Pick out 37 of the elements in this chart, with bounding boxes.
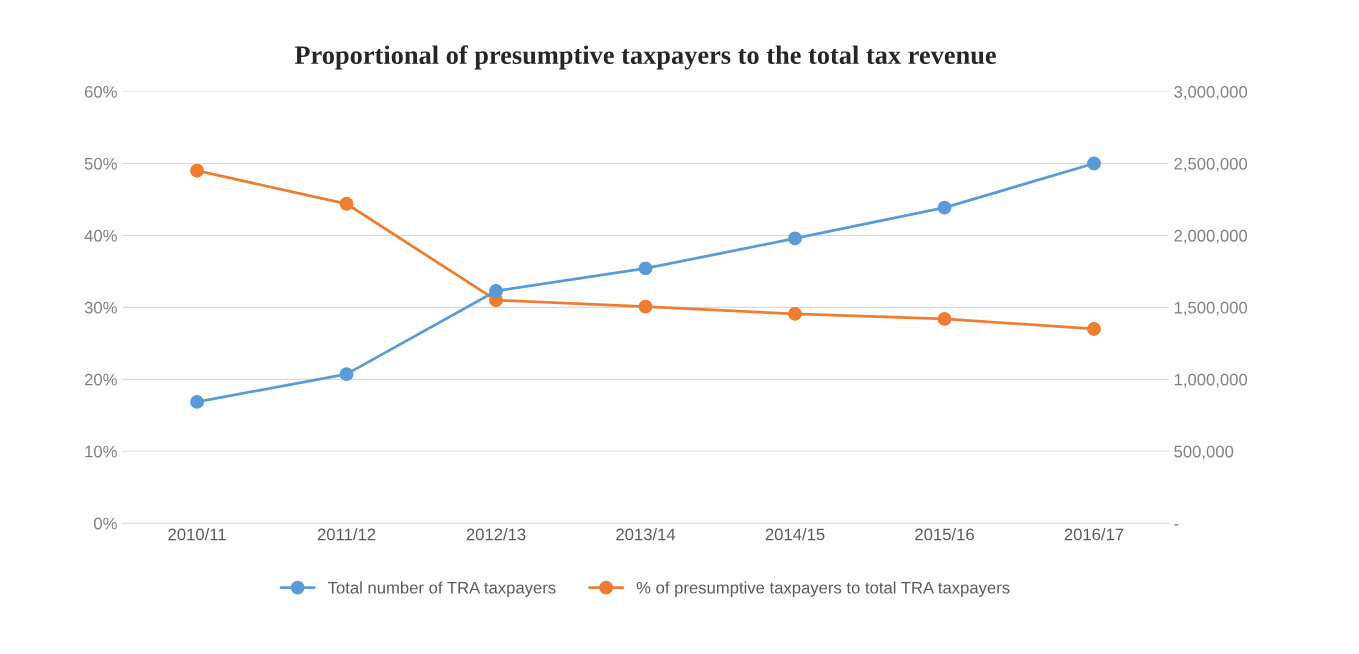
y-tick-label: 30% [84, 301, 117, 314]
y-tick-label: 50% [84, 157, 117, 170]
point [190, 163, 205, 178]
y2-tick-label: - [1174, 524, 1179, 526]
point [339, 367, 354, 382]
y-tick-label: 10% [85, 445, 117, 458]
y2-tick-label: 3,000,000 [1174, 85, 1248, 100]
y2-tick-label: 500,000 [1174, 445, 1234, 460]
x-tick-label: 2015/16 [915, 528, 974, 541]
x-tick-label: 2014/15 [765, 528, 825, 541]
x-tick-label: 2016/17 [1064, 528, 1124, 541]
point [937, 311, 952, 326]
x-tick-label: 2013/14 [616, 528, 676, 541]
point [788, 306, 802, 321]
point [638, 261, 653, 276]
legend-label: % of presumptive taxpayers to total TRA taxpayers [636, 581, 1010, 597]
chart-title: Proportional of presumptive taxpayers to the total tax revenue [294, 45, 996, 70]
y-tick-label: 20% [84, 373, 117, 386]
x-tick-label: 2012/13 [466, 528, 526, 541]
point [788, 231, 802, 246]
x-tick-label: 2010/11 [168, 528, 226, 541]
point [339, 196, 354, 211]
y-tick-label: 40% [84, 229, 117, 242]
point [190, 394, 205, 409]
y2-tick-label: 1,500,000 [1174, 301, 1248, 316]
y-tick-label: 60% [84, 85, 117, 98]
legend-label: Total number of TRA taxpayers [328, 581, 556, 597]
point [489, 284, 503, 298]
point [638, 299, 653, 314]
point [1087, 156, 1101, 171]
y2-tick-label: 1,000,000 [1174, 373, 1248, 388]
y2-tick-label: 2,000,000 [1174, 229, 1248, 244]
point [937, 200, 952, 215]
y2-tick-label: 2,500,000 [1174, 157, 1248, 172]
point [1087, 322, 1101, 336]
y-tick-label: 0% [94, 517, 117, 530]
x-tick-label: 2011/12 [317, 528, 376, 541]
